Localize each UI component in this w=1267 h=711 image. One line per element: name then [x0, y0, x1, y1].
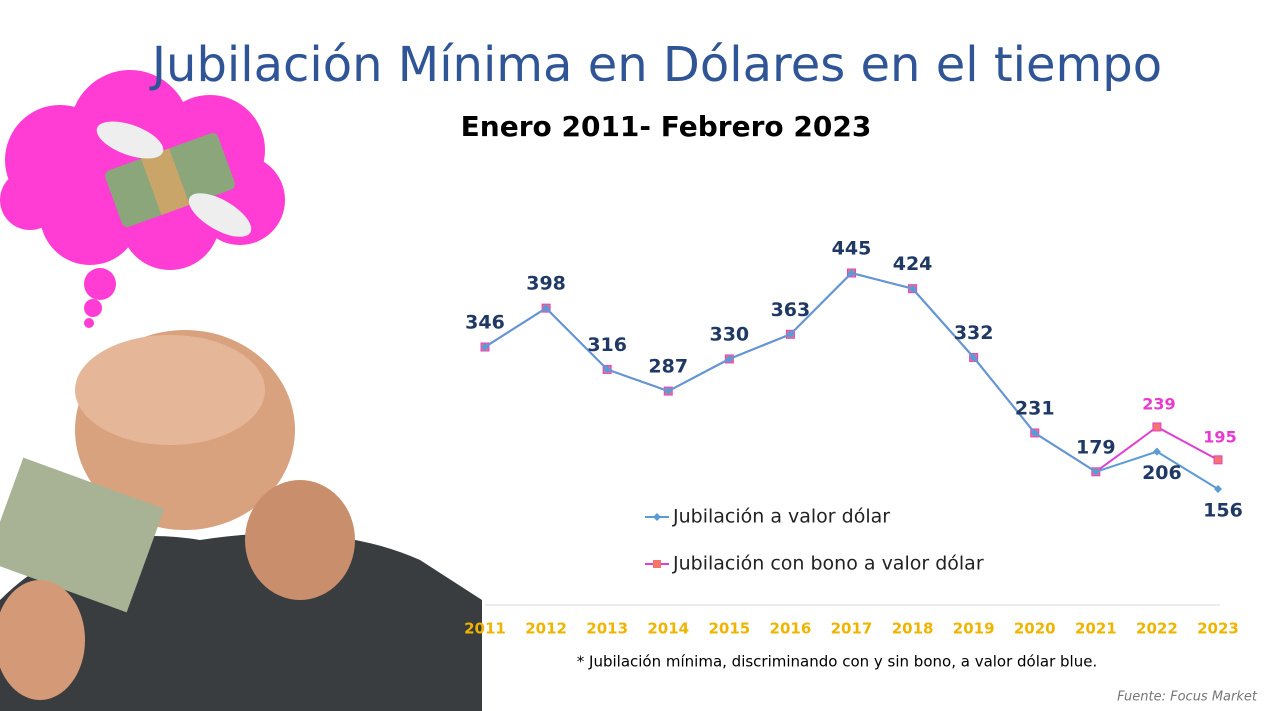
marker — [908, 284, 917, 293]
data-label: 445 — [832, 238, 872, 260]
x-tick-label: 2017 — [831, 620, 873, 638]
footnote: * Jubilación mínima, discriminando con y… — [577, 653, 1097, 671]
marker — [1214, 485, 1222, 493]
marker — [542, 304, 551, 313]
data-label: 332 — [954, 322, 994, 344]
marker — [481, 342, 489, 351]
marker — [664, 387, 673, 396]
data-label: 330 — [709, 323, 749, 345]
marker — [1091, 467, 1100, 476]
x-tick-label: 2015 — [708, 620, 750, 638]
marker — [1152, 447, 1161, 456]
data-label: 195 — [1203, 427, 1236, 446]
data-label: 316 — [587, 334, 627, 356]
legend-label: Jubilación a valor dólar — [672, 506, 890, 528]
chart-title: Jubilación Mínima en Dólares en el tiemp… — [149, 37, 1162, 93]
data-label: 231 — [1015, 397, 1055, 419]
data-label: 424 — [893, 253, 933, 275]
marker — [786, 330, 795, 339]
data-label: 156 — [1203, 500, 1243, 522]
chart-subtitle: Enero 2011- Febrero 2023 — [461, 110, 872, 143]
person-illustration — [0, 330, 482, 711]
x-tick-label: 2020 — [1014, 620, 1056, 638]
marker — [847, 269, 856, 277]
legend-marker — [653, 513, 661, 521]
marker — [1030, 428, 1039, 437]
legend-marker — [653, 560, 661, 568]
data-label: 363 — [771, 299, 811, 321]
x-tick-label: 2021 — [1075, 620, 1117, 638]
data-label: 206 — [1142, 462, 1182, 484]
x-tick-label: 2013 — [586, 620, 628, 638]
marker — [1213, 455, 1223, 465]
x-tick-label: 2022 — [1136, 620, 1178, 638]
x-tick-label: 2018 — [892, 620, 934, 638]
source: Fuente: Focus Market — [1117, 690, 1258, 705]
data-label: 398 — [526, 273, 566, 295]
data-label: 287 — [648, 356, 688, 378]
x-tick-label: 2011 — [464, 620, 506, 638]
x-tick-label: 2023 — [1197, 620, 1239, 638]
x-tick-label: 2014 — [647, 620, 689, 638]
marker — [725, 354, 734, 363]
x-tick-label: 2019 — [953, 620, 995, 638]
x-tick-label: 2012 — [525, 620, 567, 638]
data-label: 179 — [1076, 436, 1116, 458]
marker — [1152, 422, 1162, 432]
money-icon — [96, 121, 252, 237]
marker — [603, 365, 612, 374]
x-tick-label: 2016 — [770, 620, 812, 638]
data-label: 239 — [1142, 394, 1175, 413]
marker — [969, 353, 978, 362]
data-label: 346 — [465, 311, 505, 333]
legend-label: Jubilación con bono a valor dólar — [672, 553, 984, 575]
